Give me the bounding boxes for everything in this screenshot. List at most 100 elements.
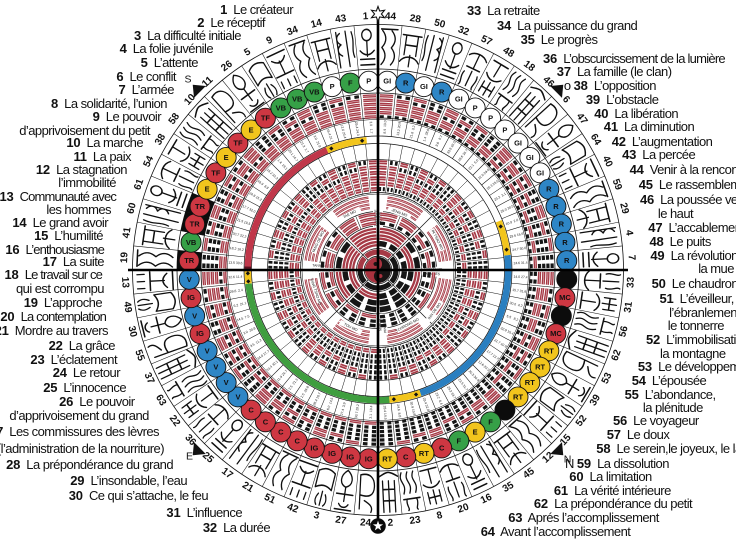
svg-text:30.0: 30.0: [519, 246, 526, 251]
svg-text:2.5: 2.5: [300, 393, 306, 399]
svg-text:R: R: [439, 88, 445, 97]
svg-text:30.0: 30.0: [509, 301, 516, 307]
svg-text:R: R: [403, 79, 409, 88]
svg-text:2.5: 2.5: [288, 384, 294, 390]
svg-text:14.5: 14.5: [236, 316, 244, 322]
svg-text:C: C: [294, 436, 300, 445]
svg-text:8: 8: [436, 510, 444, 522]
svg-text:P: P: [366, 77, 371, 86]
svg-text:31: 31: [623, 300, 636, 313]
svg-text:50: 50: [433, 17, 447, 30]
svg-text:V: V: [224, 378, 229, 387]
svg-text:20.7: 20.7: [232, 232, 239, 238]
svg-text:TAE MO: TAE MO: [343, 209, 357, 219]
svg-text:16.2: 16.2: [237, 247, 244, 252]
svg-text:GI: GI: [383, 77, 391, 86]
svg-text:10.4: 10.4: [369, 405, 373, 412]
svg-text:26.4: 26.4: [312, 398, 318, 406]
svg-text:8.0: 8.0: [397, 412, 402, 417]
svg-text:3: 3: [312, 510, 320, 522]
svg-text:28: 28: [409, 13, 422, 26]
svg-text:IG: IG: [187, 293, 195, 302]
svg-text:25.5: 25.5: [492, 179, 500, 186]
svg-text:30.9: 30.9: [409, 401, 415, 408]
svg-text:29: 29: [617, 202, 630, 216]
svg-text:GI: GI: [526, 153, 534, 162]
svg-text:MC: MC: [550, 329, 562, 338]
svg-text:23.5: 23.5: [457, 378, 464, 386]
svg-text:22.1: 22.1: [468, 163, 475, 171]
svg-text:33.3: 33.3: [271, 173, 279, 180]
svg-text:10.7: 10.7: [315, 392, 321, 400]
svg-text:21.9: 21.9: [315, 141, 321, 149]
svg-text:P: P: [488, 114, 493, 123]
svg-text:R: R: [564, 256, 570, 265]
svg-text:V: V: [192, 311, 197, 320]
svg-text:14: 14: [310, 17, 324, 30]
svg-text:13.7: 13.7: [492, 354, 500, 361]
svg-text:S: S: [184, 74, 191, 86]
svg-text:3.9: 3.9: [342, 402, 347, 408]
svg-text:C: C: [278, 428, 284, 437]
svg-text:RT: RT: [419, 449, 429, 458]
svg-text:4: 4: [623, 229, 635, 237]
svg-text:2: 2: [387, 518, 394, 529]
svg-text:V: V: [213, 363, 218, 372]
svg-text:24.6: 24.6: [396, 404, 401, 411]
svg-text:6.0: 6.0: [326, 405, 331, 411]
svg-text:5.5: 5.5: [506, 314, 512, 319]
svg-text:7: 7: [626, 255, 637, 262]
svg-text:63: 63: [153, 393, 168, 409]
svg-text:VB: VB: [309, 88, 320, 97]
svg-text:34.0: 34.0: [256, 354, 264, 361]
svg-text:60: 60: [125, 201, 138, 215]
svg-text:15.7: 15.7: [512, 288, 519, 293]
svg-text:31.7: 31.7: [462, 384, 469, 392]
svg-text:37: 37: [141, 371, 156, 386]
svg-text:32.6: 32.6: [228, 275, 235, 279]
svg-text:V: V: [205, 346, 210, 355]
svg-text:21: 21: [240, 480, 256, 495]
svg-text:RT: RT: [513, 392, 523, 401]
svg-text:21.3: 21.3: [292, 378, 299, 386]
svg-text:21.6: 21.6: [409, 131, 415, 138]
svg-text:IG: IG: [328, 449, 336, 458]
svg-text:24.6: 24.6: [513, 261, 520, 265]
svg-text:10.9: 10.9: [505, 220, 513, 226]
svg-text:23.2: 23.2: [493, 195, 501, 202]
svg-text:KOANN: KOANN: [377, 319, 382, 332]
svg-text:32.0: 32.0: [249, 207, 257, 213]
svg-text:16.5: 16.5: [450, 140, 457, 148]
svg-text:TF: TF: [261, 114, 271, 123]
svg-text:39: 39: [588, 392, 603, 408]
svg-text:P: P: [330, 82, 335, 91]
svg-text:P: P: [502, 125, 507, 134]
svg-text:19.5: 19.5: [243, 220, 251, 226]
svg-text:29.4: 29.4: [422, 397, 428, 405]
svg-text:14.7: 14.7: [292, 155, 299, 163]
svg-text:2.0: 2.0: [513, 218, 519, 223]
svg-text:20.9: 20.9: [397, 121, 402, 128]
svg-text:20.3: 20.3: [468, 369, 475, 377]
svg-text:8.7: 8.7: [438, 134, 444, 140]
svg-text:21.7: 21.7: [493, 338, 501, 345]
svg-text:53: 53: [600, 371, 615, 386]
svg-text:RT: RT: [535, 363, 545, 372]
svg-text:42: 42: [286, 502, 301, 516]
svg-text:TF: TF: [233, 139, 243, 148]
svg-text:35: 35: [501, 480, 517, 495]
svg-text:TOU MO: TOU MO: [343, 322, 358, 332]
svg-text:10.9: 10.9: [256, 179, 264, 186]
svg-text:48: 48: [501, 45, 517, 60]
svg-text:11.2: 11.2: [255, 338, 263, 345]
svg-text:C: C: [439, 443, 445, 452]
svg-text:TR: TR: [190, 220, 201, 229]
svg-text:18.2: 18.2: [266, 168, 274, 175]
svg-text:21.7: 21.7: [328, 135, 334, 143]
svg-text:6: 6: [560, 94, 572, 106]
svg-text:E: E: [249, 125, 254, 134]
svg-text:4.2: 4.2: [517, 303, 523, 308]
svg-text:TR: TR: [195, 202, 206, 211]
svg-text:23.4: 23.4: [341, 131, 347, 138]
svg-text:RT: RT: [382, 454, 392, 463]
